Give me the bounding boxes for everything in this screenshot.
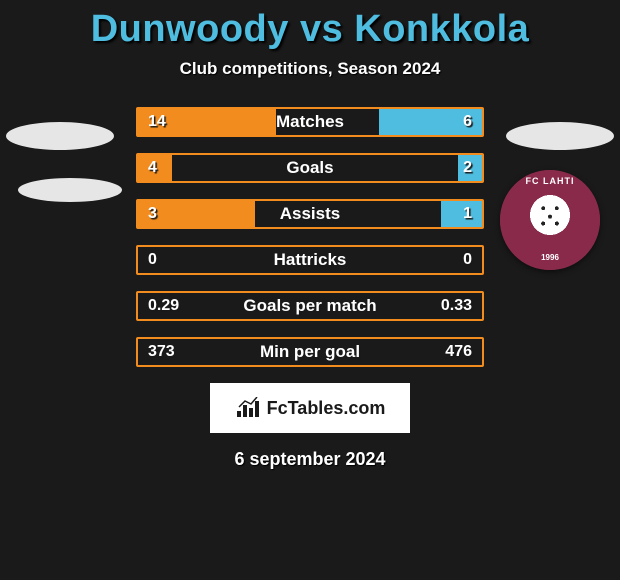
bar-left — [138, 109, 276, 135]
bar-left — [138, 155, 172, 181]
badge-bottom-text: 1996 — [500, 253, 600, 262]
site-text: FcTables.com — [267, 398, 386, 419]
badge-top-text: FC LAHTI — [500, 176, 600, 186]
stat-row: Assists31 — [136, 199, 484, 229]
date-line: 6 september 2024 — [0, 449, 620, 470]
site-badge: FcTables.com — [210, 383, 410, 433]
subtitle: Club competitions, Season 2024 — [0, 59, 620, 79]
right-club-badge: FC LAHTI 1996 — [500, 170, 600, 270]
left-avatar-ellipse-1 — [6, 122, 114, 150]
right-avatar-ellipse-1 — [506, 122, 614, 150]
stat-row: Hattricks00 — [136, 245, 484, 275]
stat-row: Min per goal373476 — [136, 337, 484, 367]
stats-container: Matches146 Goals42 Assists31 Hattricks00 Goa… — [136, 107, 484, 367]
stat-row: Goals42 — [136, 153, 484, 183]
chart-icon — [235, 397, 263, 419]
bar-right — [379, 109, 482, 135]
stat-row: Goals per match0.290.33 — [136, 291, 484, 321]
bar-right — [441, 201, 482, 227]
bar-left — [138, 201, 255, 227]
left-avatar-ellipse-2 — [18, 178, 122, 202]
bar-right — [458, 155, 482, 181]
stat-row: Matches146 — [136, 107, 484, 137]
page-title: Dunwoody vs Konkkola — [0, 0, 620, 51]
